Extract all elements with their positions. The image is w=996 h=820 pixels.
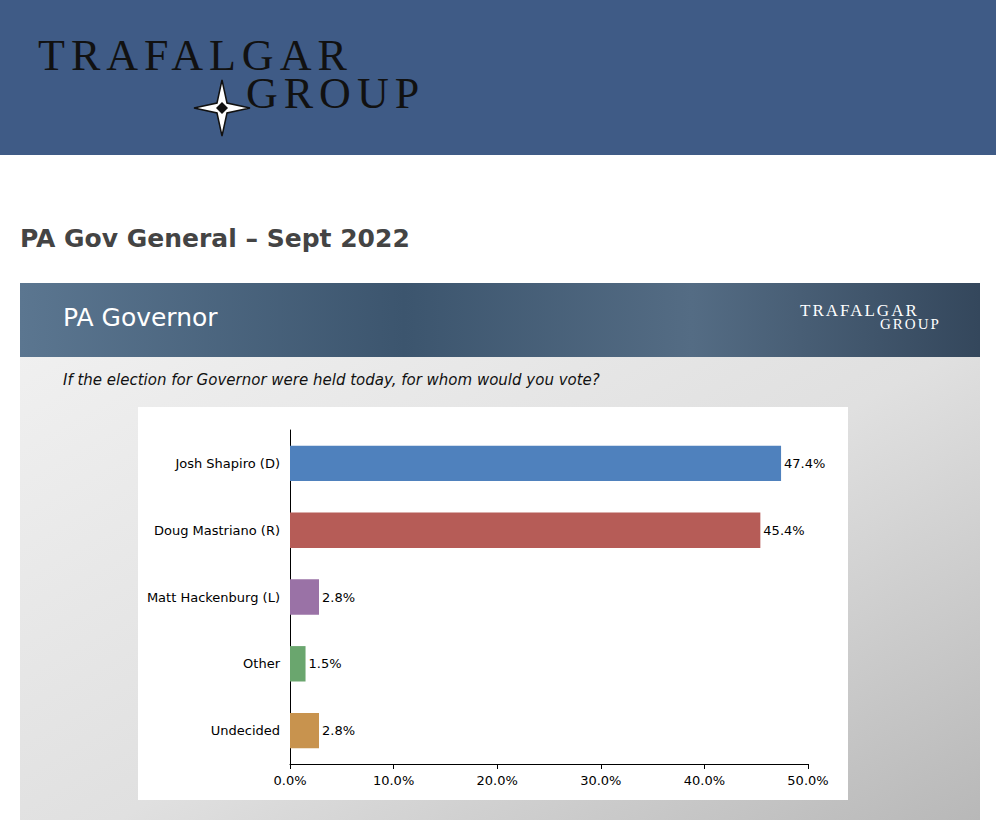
html-text:TRAFALGAR: TRAFALGAR [38, 31, 353, 80]
html-text:PA Governor: PA Governor [63, 303, 218, 332]
svg-text:Undecided: Undecided [211, 723, 280, 738]
svg-text:2.8%: 2.8% [322, 590, 355, 605]
svg-text:1.5%: 1.5% [309, 656, 342, 671]
svg-text:10.0%: 10.0% [373, 773, 414, 788]
svg-text:0.0%: 0.0% [273, 773, 306, 788]
svg-text:30.0%: 30.0% [580, 773, 621, 788]
svg-text:50.0%: 50.0% [787, 773, 828, 788]
html-text:If the election for Governor w: If the election for Governor were held t… [63, 371, 600, 389]
html-text:GROUP: GROUP [246, 69, 426, 118]
svg-text:Doug Mastriano (R): Doug Mastriano (R) [154, 523, 280, 538]
svg-text:20.0%: 20.0% [477, 773, 518, 788]
svg-text:47.4%: 47.4% [784, 456, 825, 471]
svg-text:45.4%: 45.4% [763, 523, 804, 538]
svg-text:2.8%: 2.8% [322, 723, 355, 738]
html-text:GROUP: GROUP [880, 316, 941, 332]
svg-text:Josh Shapiro (D): Josh Shapiro (D) [174, 456, 280, 471]
html-text:TRAFALGAR: TRAFALGAR [800, 301, 919, 320]
html-text:PA Gov General – Sept 2022: PA Gov General – Sept 2022 [20, 224, 410, 253]
svg-text:Matt Hackenburg (L): Matt Hackenburg (L) [147, 590, 280, 605]
svg-text:Other: Other [243, 656, 281, 671]
svg-text:40.0%: 40.0% [684, 773, 725, 788]
